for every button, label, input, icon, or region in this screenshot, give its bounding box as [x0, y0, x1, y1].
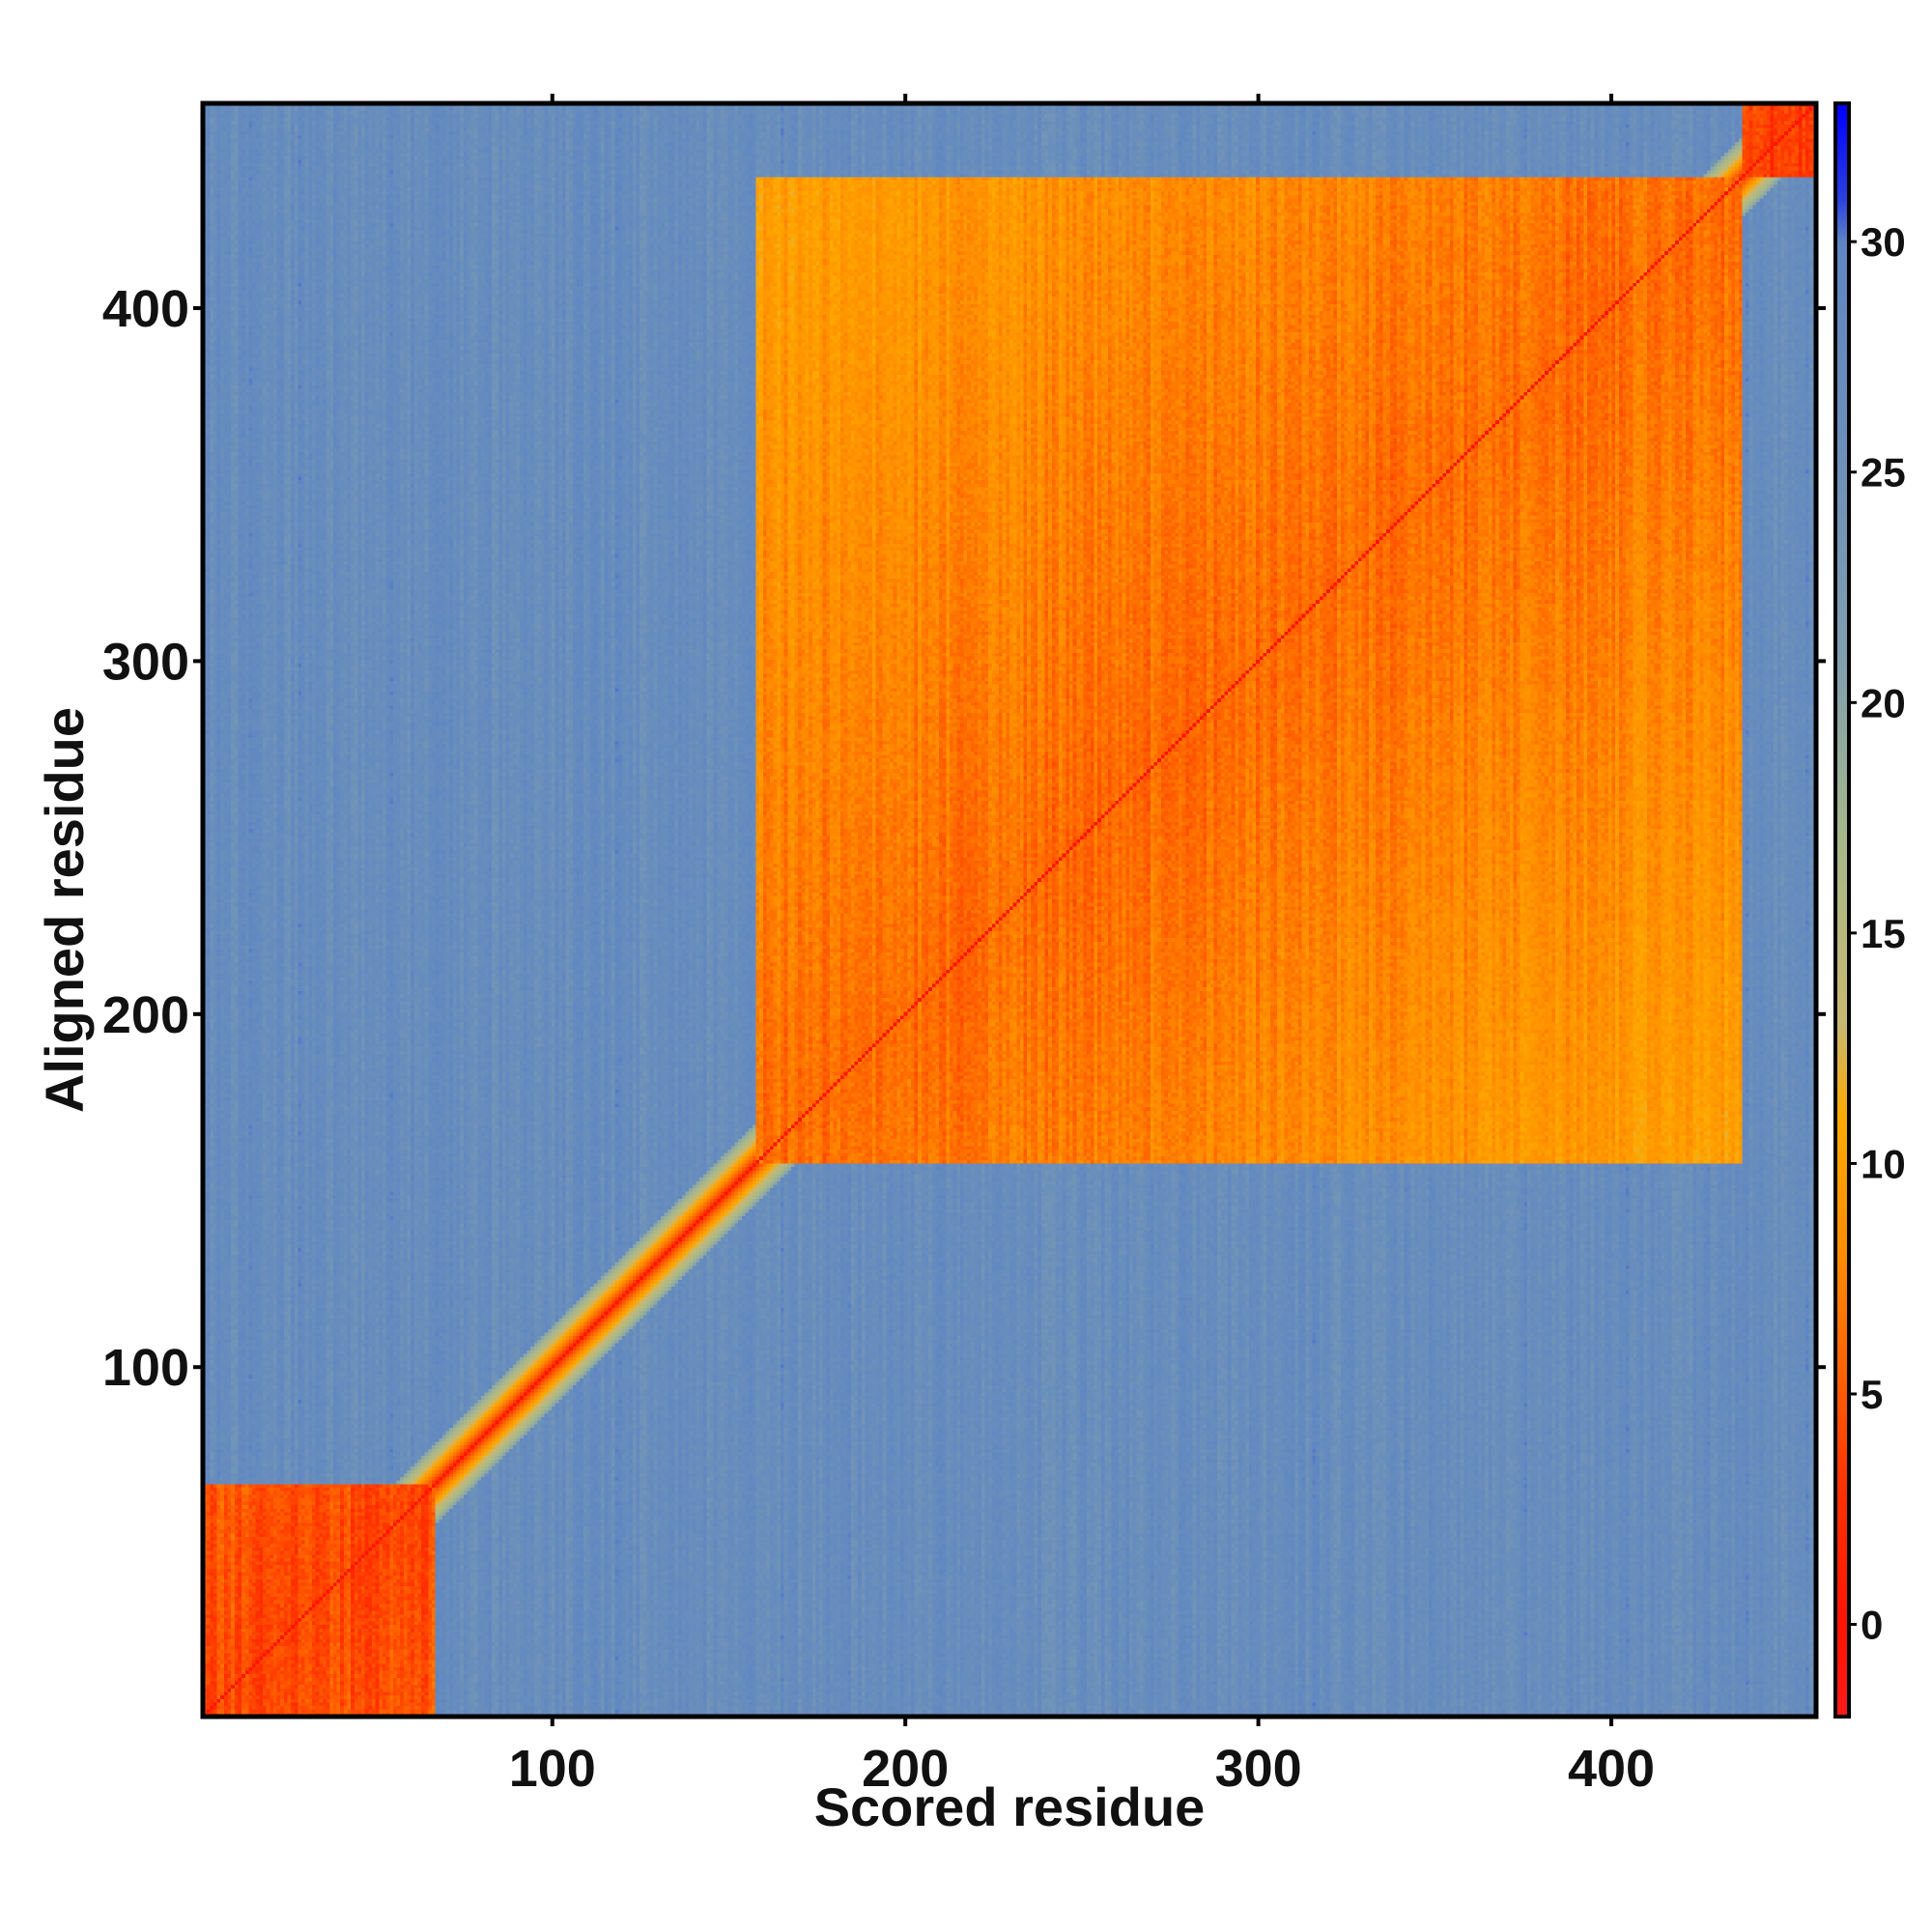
y-tick-label: 100 — [102, 1339, 189, 1397]
colorbar-gradient — [1835, 103, 1849, 1717]
colorbar-tick-label: 25 — [1861, 450, 1906, 496]
x-tick-label: 300 — [1215, 1740, 1302, 1798]
colorbar-tick-label: 0 — [1861, 1603, 1883, 1648]
y-tick-label: 200 — [102, 986, 189, 1044]
plot-frame — [200, 100, 1819, 1719]
y-axis-title: Aligned residue — [34, 707, 95, 1113]
colorbar-tick-label: 15 — [1861, 911, 1906, 956]
colorbar-ticks: 0 5 10 15 20 25 30 — [1849, 219, 1906, 1648]
y-axis: 100 200 300 400 — [102, 280, 1826, 1397]
y-tick-label: 300 — [102, 633, 189, 691]
colorbar-frame — [1833, 101, 1851, 1719]
y-tick-label: 400 — [102, 280, 189, 338]
heatmap-image — [203, 103, 1816, 1717]
colorbar-tick-label: 30 — [1861, 219, 1906, 265]
x-tick-label: 400 — [1568, 1740, 1655, 1798]
x-axis-title: Scored residue — [814, 1776, 1206, 1837]
x-tick-label: 100 — [509, 1740, 596, 1798]
colorbar-tick-label: 5 — [1861, 1372, 1883, 1417]
colorbar-tick-label: 10 — [1861, 1141, 1906, 1186]
x-tick-label: 200 — [862, 1740, 949, 1798]
colorbar-tick-label: 20 — [1861, 680, 1906, 725]
heatmap-plot-area — [200, 100, 1819, 1719]
x-axis: 100 200 300 400 — [509, 94, 1655, 1798]
colorbar: 0 5 10 15 20 25 30 — [1833, 101, 1906, 1719]
